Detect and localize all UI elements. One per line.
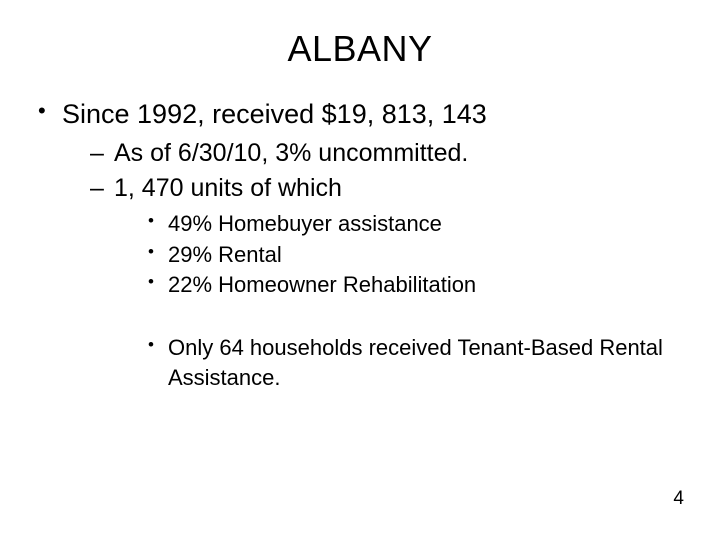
page-number: 4: [673, 488, 684, 510]
list-item: 49% Homebuyer assistance: [114, 209, 684, 239]
list-item-text: 1, 470 units of which: [114, 174, 342, 202]
slide-title: ALBANY: [36, 28, 684, 70]
list-item-text: As of 6/30/10, 3% uncommitted.: [114, 139, 468, 167]
bullet-list-level1: Since 1992, received $19, 813, 143 As of…: [36, 96, 684, 393]
list-item-text: 22% Homeowner Rehabilitation: [168, 272, 476, 297]
list-item: 1, 470 units of which 49% Homebuyer assi…: [62, 171, 684, 393]
list-item-text: 29% Rental: [168, 242, 282, 267]
bullet-list-level3: Only 64 households received Tenant-Based…: [114, 333, 684, 394]
list-item: 22% Homeowner Rehabilitation: [114, 270, 684, 300]
bullet-list-level2: As of 6/30/10, 3% uncommitted. 1, 470 un…: [62, 136, 684, 393]
list-item-text: Since 1992, received $19, 813, 143: [62, 99, 487, 129]
bullet-list-level3: 49% Homebuyer assistance 29% Rental 22% …: [114, 209, 684, 300]
list-item: Since 1992, received $19, 813, 143 As of…: [36, 96, 684, 393]
list-item: Only 64 households received Tenant-Based…: [114, 333, 684, 394]
list-item: 29% Rental: [114, 240, 684, 270]
spacer: [114, 301, 684, 329]
list-item-text: 49% Homebuyer assistance: [168, 211, 442, 236]
list-item: As of 6/30/10, 3% uncommitted.: [62, 136, 684, 171]
list-item-text: Only 64 households received Tenant-Based…: [168, 335, 663, 390]
